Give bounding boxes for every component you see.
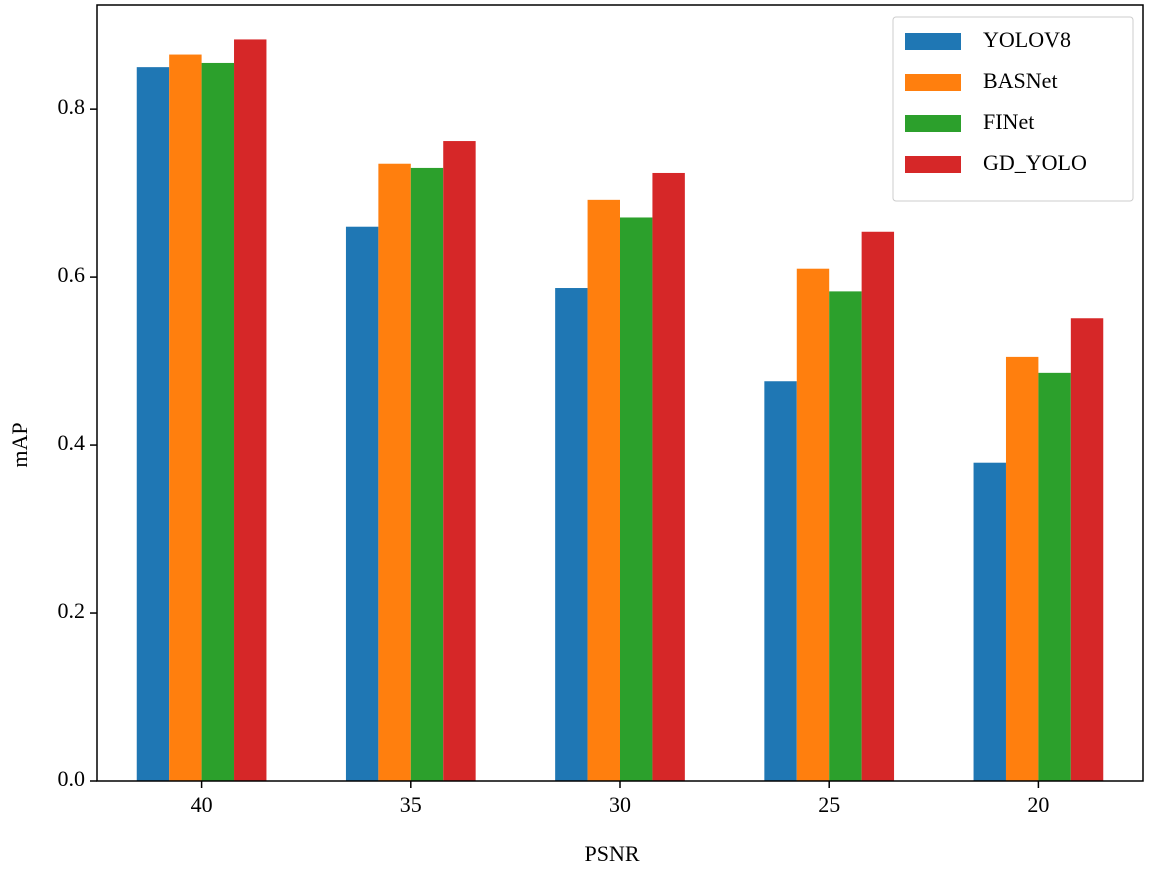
bar (201, 62, 235, 781)
bar (443, 141, 476, 781)
bar (136, 67, 170, 781)
y-tick-label: 0.0 (58, 766, 86, 791)
bar (234, 39, 267, 781)
legend-swatch (905, 33, 961, 50)
bar (555, 288, 588, 781)
x-axis-label: PSNR (584, 841, 639, 866)
legend-swatch (905, 115, 961, 132)
bar (378, 163, 411, 781)
bar (169, 54, 202, 781)
y-tick-label: 0.4 (58, 430, 86, 455)
bar (345, 226, 379, 781)
bar (1005, 356, 1039, 781)
bar (587, 199, 620, 781)
legend-swatch (905, 74, 961, 91)
plot-frame (96, 4, 1144, 782)
legend-box (892, 16, 1134, 202)
bar (652, 172, 685, 782)
y-tick-label: 0.2 (58, 598, 86, 623)
bar (1038, 372, 1071, 781)
bar (861, 231, 895, 782)
legend-label: FINet (983, 109, 1034, 134)
bar (796, 268, 830, 781)
legend-label: GD_YOLO (983, 150, 1087, 175)
bar (829, 291, 862, 781)
bar (764, 381, 797, 781)
x-tick-label: 25 (818, 792, 840, 817)
x-tick-label: 30 (609, 792, 631, 817)
x-tick-label: 20 (1027, 792, 1049, 817)
x-tick-label: 35 (400, 792, 422, 817)
y-tick-label: 0.8 (58, 94, 86, 119)
legend-swatch (905, 156, 961, 173)
bar (973, 462, 1006, 781)
bar (410, 167, 444, 782)
y-axis-label: mAP (7, 422, 32, 467)
bar (1070, 318, 1104, 781)
legend-label: BASNet (983, 68, 1058, 93)
bar (620, 217, 653, 781)
x-tick-label: 40 (191, 792, 213, 817)
legend-label: YOLOV8 (983, 27, 1071, 52)
y-tick-label: 0.6 (58, 262, 86, 287)
